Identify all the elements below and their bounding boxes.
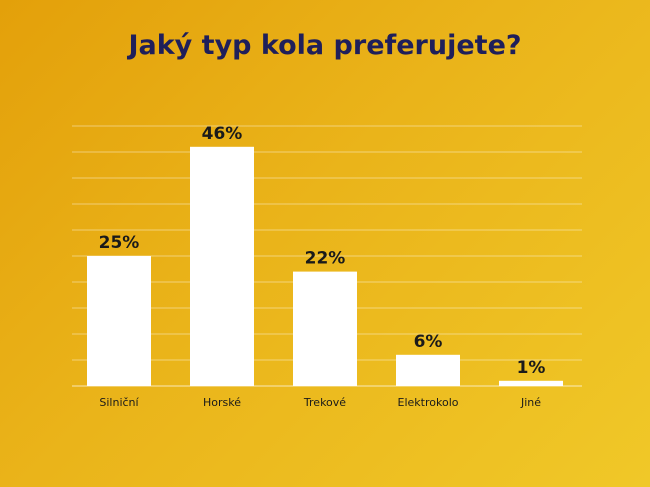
category-label-2: Trekové [303,396,346,409]
bar-4 [499,380,563,386]
value-label-1: 46% [202,124,243,144]
category-label-0: Silniční [99,396,139,409]
category-label-1: Horské [203,396,241,409]
value-labels: 25% 46% 22% 6% 1% [99,124,546,378]
value-label-4: 1% [517,358,546,378]
category-labels: Silniční Horské Trekové Elektrokolo Jiné [99,396,541,409]
bar-3 [396,354,460,386]
value-label-3: 6% [414,332,443,352]
bar-0 [87,256,151,386]
value-label-2: 22% [305,249,346,269]
bars [87,146,563,386]
category-label-3: Elektrokolo [398,396,459,409]
category-label-4: Jiné [520,396,541,409]
chart-title: Jaký typ kola preferujete? [128,30,522,61]
bar-2 [293,271,357,386]
value-label-0: 25% [99,233,140,253]
bar-1 [190,146,254,386]
